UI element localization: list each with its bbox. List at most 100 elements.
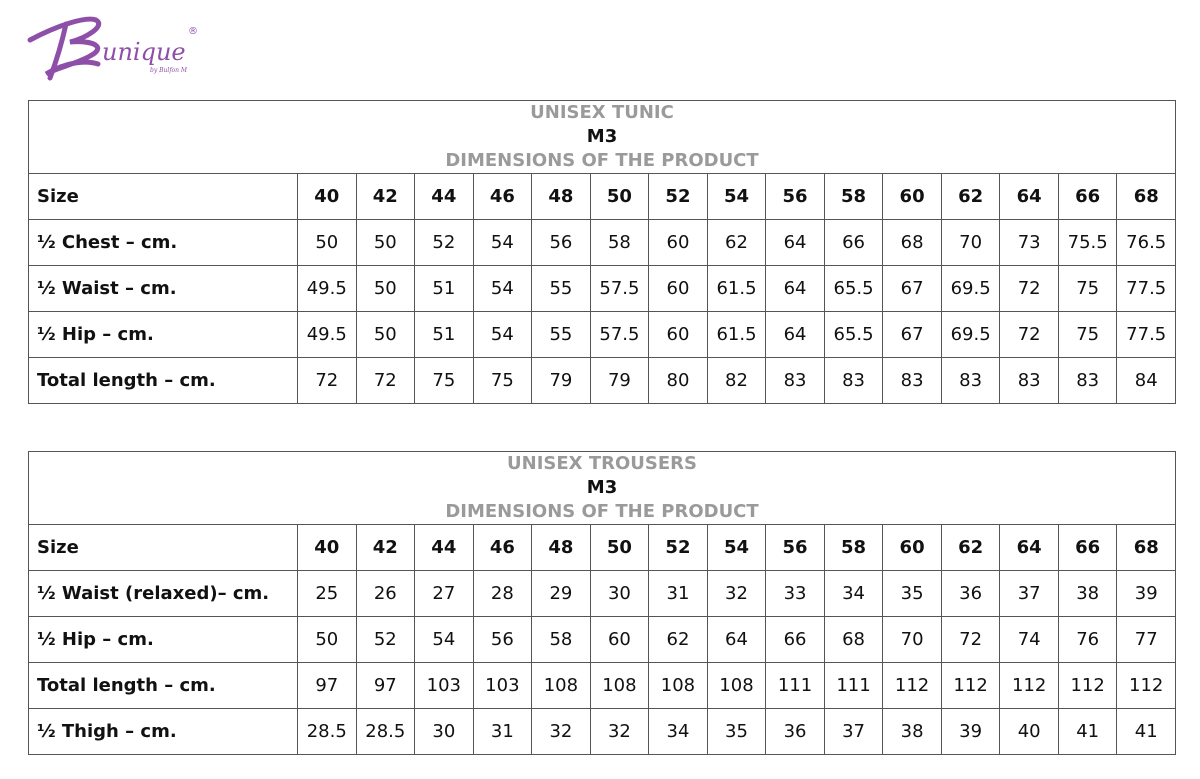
svg-text:by Bulfon M: by Bulfon M [150,67,188,74]
measurement-cell: 50 [355,265,416,312]
measurement-cell: 72 [355,357,416,404]
measurement-cell: 60 [648,311,708,358]
measurement-cell: 112 [999,662,1059,709]
measurement-cell: 103 [472,662,533,709]
measurement-cell: 55 [531,265,591,312]
measurement-cell: 40 [999,708,1059,755]
measurement-cell: 41 [1057,708,1118,755]
measurement-cell: 58 [531,616,591,663]
measurement-cell: 51 [414,311,474,358]
size-header-cell: 40 [297,173,357,220]
size-header-cell: 52 [648,173,708,220]
size-header-cell: 62 [940,524,1001,571]
measurement-cell: 75 [1057,311,1118,358]
measurement-cell: 25 [297,570,357,617]
size-header-cell: 68 [1116,173,1176,220]
measurement-cell: 54 [472,219,533,266]
trousers-size-table: UNISEX TROUSERS M3 DIMENSIONS OF THE PRODU… [28,451,1176,755]
measurement-cell: 38 [882,708,942,755]
table-row: ½ Hip – cm. 49.5 50 51 54 55 57.5 60 61.5 64 65.5 6… [28,311,1176,358]
measurement-cell: 61.5 [706,311,767,358]
measurement-cell: 30 [414,708,474,755]
measurement-cell: 58 [589,219,650,266]
measurement-cell: 83 [823,357,884,404]
measurement-label: ½ Waist – cm. [28,265,298,312]
table-title-block: UNISEX TUNIC M3 DIMENSIONS OF THE PRODUCT [28,100,1176,174]
size-header-cell: 42 [355,173,416,220]
measurement-label: ½ Thigh – cm. [28,708,298,755]
table-row: Total length – cm. 97 97 103 103 108 108 108 108… [28,662,1176,709]
measurement-label: ½ Hip – cm. [28,616,298,663]
size-label: Size [28,524,298,571]
measurement-cell: 52 [355,616,416,663]
measurement-cell: 34 [648,708,708,755]
measurement-cell: 56 [472,616,533,663]
measurement-cell: 68 [882,219,942,266]
measurement-cell: 39 [940,708,1001,755]
size-header-cell: 48 [531,524,591,571]
measurement-cell: 50 [355,311,416,358]
measurement-cell: 27 [414,570,474,617]
measurement-cell: 32 [589,708,650,755]
measurement-cell: 67 [882,311,942,358]
measurement-cell: 28 [472,570,533,617]
size-header-cell: 68 [1116,524,1176,571]
measurement-cell: 62 [706,219,767,266]
measurement-cell: 54 [414,616,474,663]
size-header-cell: 40 [297,524,357,571]
measurement-cell: 83 [940,357,1001,404]
measurement-cell: 61.5 [706,265,767,312]
measurement-cell: 35 [706,708,767,755]
measurement-cell: 75 [1057,265,1118,312]
measurement-cell: 49.5 [297,265,357,312]
measurement-cell: 75 [472,357,533,404]
measurement-cell: 111 [823,662,884,709]
measurement-cell: 64 [765,265,825,312]
size-label: Size [28,173,298,220]
measurement-cell: 60 [589,616,650,663]
measurement-cell: 26 [355,570,416,617]
table-row: ½ Waist (relaxed)– cm. 25 26 27 28 29 30 31 32 33… [28,570,1176,617]
size-header-cell: 60 [882,524,942,571]
measurement-cell: 39 [1116,570,1176,617]
measurement-cell: 66 [765,616,825,663]
measurement-cell: 41 [1116,708,1176,755]
table-row: Total length – cm. 72 72 75 75 79 79 80 82 83 83 83… [28,357,1176,404]
measurement-cell: 112 [1057,662,1118,709]
size-header-cell: 64 [999,524,1059,571]
measurement-cell: 37 [999,570,1059,617]
table-row: ½ Chest – cm. 50 50 52 54 56 58 60 62 64 66 68 70 73 7… [28,219,1176,266]
measurement-cell: 31 [648,570,708,617]
measurement-label: Total length – cm. [28,357,298,404]
measurement-cell: 77.5 [1116,311,1176,358]
measurement-cell: 56 [531,219,591,266]
measurement-cell: 66 [823,219,884,266]
measurement-label: ½ Waist (relaxed)– cm. [28,570,298,617]
measurement-label: Total length – cm. [28,662,298,709]
measurement-cell: 80 [648,357,708,404]
measurement-cell: 73 [999,219,1059,266]
measurement-cell: 50 [355,219,416,266]
measurement-cell: 69.5 [940,311,1001,358]
table-row: ½ Hip – cm. 50 52 54 56 58 60 62 64 66 68 70 72 74 76 7… [28,616,1176,663]
measurement-cell: 50 [297,616,357,663]
measurement-cell: 68 [823,616,884,663]
measurement-cell: 60 [648,265,708,312]
size-header-cell: 56 [765,524,825,571]
measurement-label: ½ Hip – cm. [28,311,298,358]
size-header-cell: 50 [589,173,650,220]
measurement-cell: 54 [472,311,533,358]
measurement-cell: 108 [589,662,650,709]
measurement-cell: 112 [940,662,1001,709]
measurement-cell: 50 [297,219,357,266]
size-header-cell: 64 [999,173,1059,220]
measurement-cell: 62 [648,616,708,663]
measurement-cell: 84 [1116,357,1176,404]
measurement-cell: 64 [706,616,767,663]
measurement-cell: 82 [706,357,767,404]
measurement-cell: 49.5 [297,311,357,358]
measurement-cell: 51 [414,265,474,312]
measurement-cell: 67 [882,265,942,312]
measurement-cell: 75.5 [1057,219,1118,266]
measurement-cell: 31 [472,708,533,755]
